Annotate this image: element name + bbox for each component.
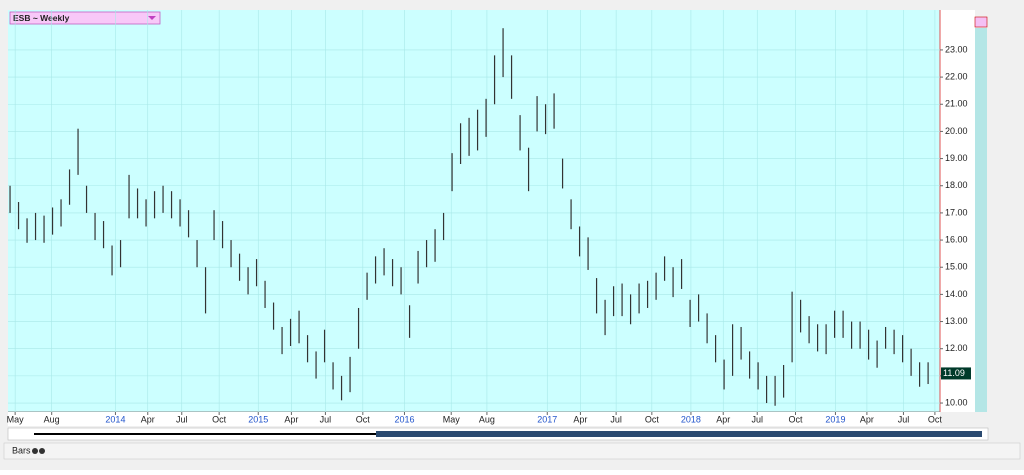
x-tick-label: Apr	[573, 414, 587, 424]
x-tick-label: May	[443, 414, 461, 424]
x-tick-label: Apr	[141, 414, 155, 424]
x-tick-label: Jul	[610, 414, 622, 424]
date-strip	[8, 412, 940, 426]
x-tick-label: 2014	[105, 414, 125, 424]
style-icon[interactable]	[32, 448, 38, 454]
toolbar	[3, 442, 1021, 460]
y-tick-label: 21.00	[945, 99, 968, 109]
y-tick-label: 15.00	[945, 262, 968, 272]
y-tick-label: 17.00	[945, 207, 968, 217]
scroll-thumb[interactable]	[376, 431, 982, 437]
x-tick-label: Oct	[928, 414, 943, 424]
y-tick-label: 10.00	[945, 397, 968, 407]
style-icon[interactable]	[39, 448, 45, 454]
y-tick-label: 18.00	[945, 180, 968, 190]
x-tick-label: Apr	[716, 414, 730, 424]
x-tick-label: 2018	[681, 414, 701, 424]
price-axis	[940, 10, 975, 412]
chart-style-label[interactable]: Bars	[12, 445, 31, 455]
x-tick-label: Jul	[320, 414, 332, 424]
x-tick-label: Oct	[788, 414, 803, 424]
x-tick-label: Oct	[356, 414, 371, 424]
x-tick-label: Oct	[212, 414, 227, 424]
x-tick-label: Jul	[751, 414, 763, 424]
y-tick-label: 16.00	[945, 234, 968, 244]
x-tick-label: Apr	[284, 414, 298, 424]
x-tick-label: May	[7, 414, 25, 424]
last-price-box	[941, 367, 971, 380]
x-tick-label: 2019	[825, 414, 845, 424]
bs-button[interactable]	[974, 16, 988, 28]
y-tick-label: 13.00	[945, 316, 968, 326]
x-tick-label: Jul	[176, 414, 188, 424]
side-band	[975, 28, 987, 412]
y-tick-label: 20.00	[945, 126, 968, 136]
symbol-selector[interactable]	[9, 11, 161, 25]
x-tick-label: Aug	[44, 414, 60, 424]
x-tick-label: 2016	[394, 414, 414, 424]
y-tick-label: 12.00	[945, 343, 968, 353]
x-tick-label: Aug	[479, 414, 495, 424]
y-tick-label: 19.00	[945, 153, 968, 163]
y-tick-label: 23.00	[945, 44, 968, 54]
y-tick-label: 22.00	[945, 71, 968, 81]
x-tick-label: 2015	[248, 414, 268, 424]
last-price-label: 11.09	[943, 368, 965, 378]
x-tick-label: Apr	[860, 414, 874, 424]
x-tick-label: Jul	[898, 414, 910, 424]
chart-title: ESB ~ Weekly	[13, 13, 70, 23]
x-tick-label: 2017	[537, 414, 557, 424]
y-tick-label: 14.00	[945, 289, 968, 299]
dropdown-arrow[interactable]	[148, 16, 156, 20]
x-tick-label: Oct	[645, 414, 660, 424]
